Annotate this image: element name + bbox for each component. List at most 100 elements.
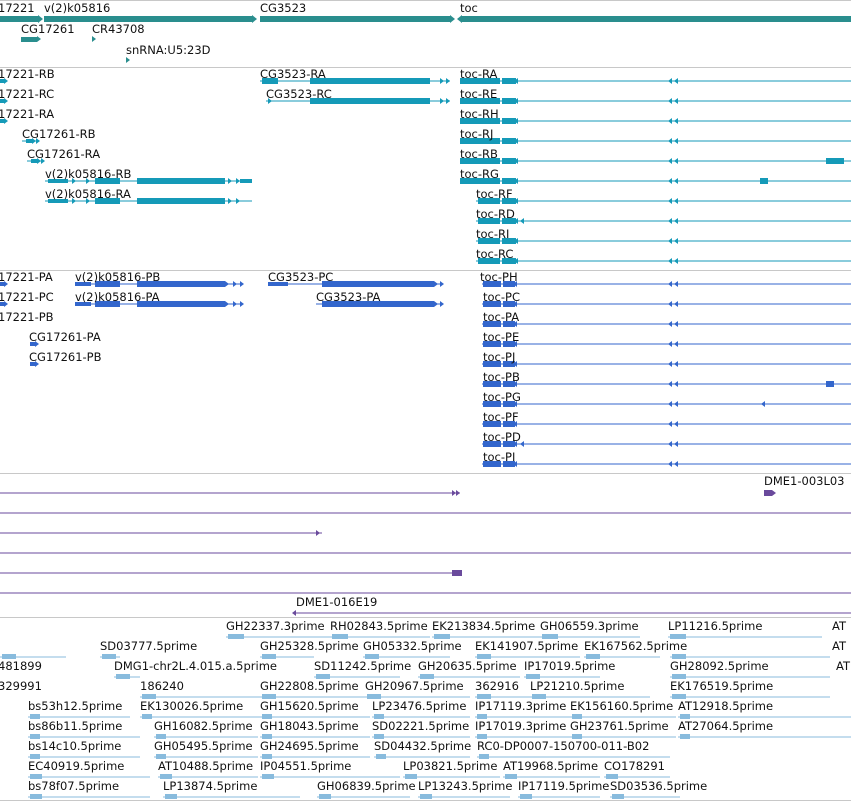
est-label[interactable]: bs86b11.5prime [28, 719, 123, 733]
feature-block[interactable] [502, 78, 516, 84]
feature-block[interactable] [30, 754, 40, 759]
est-label[interactable]: AT [832, 639, 846, 653]
est-label[interactable]: GH16082.5prime [154, 719, 253, 733]
feature-block[interactable] [532, 694, 546, 699]
feature-block[interactable] [367, 694, 381, 699]
feature-block[interactable] [26, 139, 32, 143]
est-label[interactable]: GH20635.5prime [418, 659, 517, 673]
est-label[interactable]: bs14c10.5prime [28, 739, 122, 753]
feature-block[interactable] [483, 361, 501, 367]
est-label[interactable]: SD02221.5prime [372, 719, 470, 733]
feature-block[interactable] [502, 218, 516, 224]
cds-label[interactable]: CG3523-PA [316, 290, 381, 304]
feature-block[interactable] [483, 421, 501, 427]
feature-block[interactable] [374, 714, 384, 719]
feature-block[interactable] [165, 794, 177, 799]
est-label[interactable]: IP17119.5prime [518, 779, 610, 793]
est-label[interactable]: EK176519.5prime [670, 679, 774, 693]
feature-block[interactable] [30, 714, 40, 719]
feature-block[interactable] [503, 301, 515, 307]
est-label[interactable]: LP23476.5prime [372, 699, 467, 713]
gene-label[interactable]: CG17261 [21, 22, 75, 36]
est-label[interactable]: EC40919.5prime [28, 759, 125, 773]
feature-block[interactable] [30, 734, 40, 739]
feature-block[interactable] [502, 238, 516, 244]
transcript-label[interactable]: toc-RI [476, 227, 510, 241]
gene-label[interactable]: v(2)k05816 [44, 1, 111, 15]
cds-label[interactable]: toc-PD [483, 430, 521, 444]
feature-block[interactable] [142, 714, 152, 719]
feature-block[interactable] [503, 361, 515, 367]
est-label[interactable]: SD03777.5prime [100, 639, 198, 653]
feature-block[interactable] [75, 302, 91, 306]
est-label[interactable]: GH28092.5prime [670, 659, 769, 673]
est-label[interactable]: AT12918.5prime [678, 699, 774, 713]
feature-block[interactable] [48, 199, 68, 203]
transcript-label[interactable]: toc-RB [460, 147, 498, 161]
feature-block[interactable] [477, 734, 487, 739]
est-label[interactable]: GH05495.5prime [154, 739, 253, 753]
est-label[interactable]: EK167562.5prime [584, 639, 688, 653]
est-label[interactable]: RC0-DP0007-150700-011-B02 [477, 739, 650, 753]
transcript-label[interactable]: toc-RH [460, 107, 499, 121]
feature-block[interactable] [95, 198, 120, 204]
transcript-label[interactable]: CG3523-RC [266, 87, 332, 101]
est-label[interactable]: 481899 [0, 659, 42, 673]
cds-label[interactable]: toc-PC [483, 290, 520, 304]
feature-block[interactable] [262, 78, 278, 84]
est-label[interactable]: EK130026.5prime [140, 699, 244, 713]
feature-block[interactable] [479, 754, 489, 759]
cds-label[interactable]: v(2)k05816-PA [75, 290, 160, 304]
feature-block[interactable] [826, 381, 834, 387]
gene-label[interactable]: toc [460, 1, 478, 15]
feature-block[interactable] [0, 79, 4, 83]
feature-block[interactable] [572, 714, 582, 719]
feature-block[interactable] [365, 654, 379, 659]
est-label[interactable]: CO178291 [604, 759, 665, 773]
cds-label[interactable]: 17221-PA [0, 270, 53, 284]
cds-label[interactable]: CG17261-PB [29, 350, 102, 364]
est-label[interactable]: LP13243.5prime [418, 779, 513, 793]
feature-block[interactable] [434, 634, 450, 639]
feature-block[interactable] [680, 714, 690, 719]
feature-block[interactable] [483, 321, 501, 327]
feature-block[interactable] [502, 198, 516, 204]
feature-block[interactable] [31, 159, 37, 163]
feature-block[interactable] [405, 774, 417, 779]
est-label[interactable]: LP21210.5prime [530, 679, 625, 693]
transcript-label[interactable]: toc-RC [476, 247, 514, 261]
cds-label[interactable]: toc-PF [483, 410, 519, 424]
feature-block[interactable] [310, 98, 430, 104]
feature-block[interactable] [460, 78, 500, 84]
transcript-label[interactable]: 17221-RB [0, 67, 55, 81]
transcript-label[interactable]: toc-RD [476, 207, 515, 221]
feature-block[interactable] [502, 158, 516, 164]
cds-label[interactable]: CG3523-PC [268, 270, 334, 284]
est-label[interactable]: GH06839.5prime [317, 779, 416, 793]
feature-block[interactable] [478, 238, 500, 244]
feature-block[interactable] [502, 98, 516, 104]
feature-block[interactable] [460, 158, 500, 164]
est-label[interactable]: EK156160.5prime [570, 699, 674, 713]
feature-block[interactable] [503, 381, 515, 387]
feature-block[interactable] [260, 16, 450, 22]
feature-block[interactable] [503, 461, 515, 467]
est-label[interactable]: DMG1-chr2L.4.015.a.5prime [114, 659, 277, 673]
cds-label[interactable]: CG17261-PA [29, 330, 101, 344]
est-label[interactable]: AT19968.5prime [503, 759, 599, 773]
transcript-label[interactable]: toc-RF [476, 187, 513, 201]
est-label[interactable]: EK213834.5prime [432, 619, 536, 633]
feature-block[interactable] [137, 178, 225, 184]
transcript-label[interactable]: toc-RA [460, 67, 498, 81]
est-label[interactable]: LP13874.5prime [163, 779, 258, 793]
feature-block[interactable] [30, 794, 42, 799]
est-label[interactable]: GH25328.5prime [260, 639, 359, 653]
cds-label[interactable]: 17221-PB [0, 310, 54, 324]
est-label[interactable]: GH15620.5prime [260, 699, 359, 713]
feature-block[interactable] [2, 654, 16, 659]
feature-block[interactable] [483, 301, 501, 307]
transcript-label[interactable]: CG17261-RB [22, 127, 96, 141]
feature-block[interactable] [268, 282, 288, 286]
feature-block[interactable] [240, 179, 252, 183]
transcript-label[interactable]: 17221-RA [0, 107, 55, 121]
